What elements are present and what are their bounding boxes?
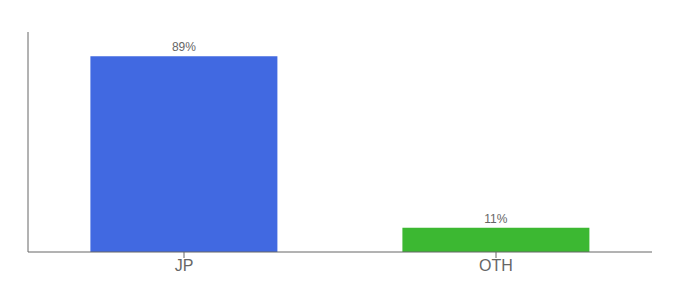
svg-text:89%: 89%	[172, 40, 196, 54]
svg-text:11%: 11%	[484, 212, 507, 226]
svg-text:OTH: OTH	[479, 257, 513, 274]
svg-text:JP: JP	[175, 257, 194, 274]
